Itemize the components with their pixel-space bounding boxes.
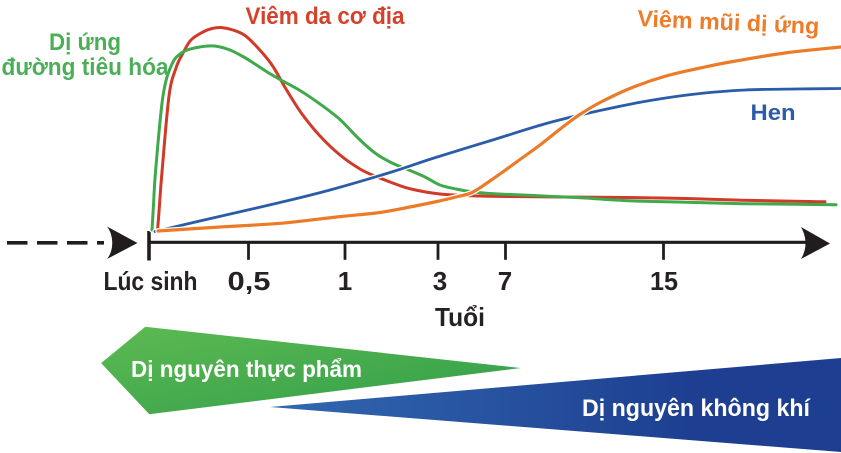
svg-text:Lúc sinh: Lúc sinh	[104, 266, 198, 296]
svg-text:1: 1	[338, 266, 352, 296]
svg-text:Dị ứng: Dị ứng	[49, 29, 121, 56]
svg-text:Tuổi: Tuổi	[435, 302, 485, 332]
svg-text:đường tiêu hóa: đường tiêu hóa	[2, 54, 170, 81]
svg-text:3: 3	[433, 266, 447, 296]
svg-text:7: 7	[498, 266, 512, 296]
svg-text:Viêm mũi dị ứng: Viêm mũi dị ứng	[637, 5, 820, 39]
svg-text:Dị nguyên không khí: Dị nguyên không khí	[582, 395, 811, 422]
svg-text:Hen: Hen	[751, 100, 796, 125]
svg-text:0,5: 0,5	[228, 266, 271, 296]
svg-text:15: 15	[650, 266, 678, 296]
svg-text:Dị nguyên thực phẩm: Dị nguyên thực phẩm	[131, 356, 362, 382]
svg-text:Viêm da cơ địa: Viêm da cơ địa	[246, 3, 406, 30]
